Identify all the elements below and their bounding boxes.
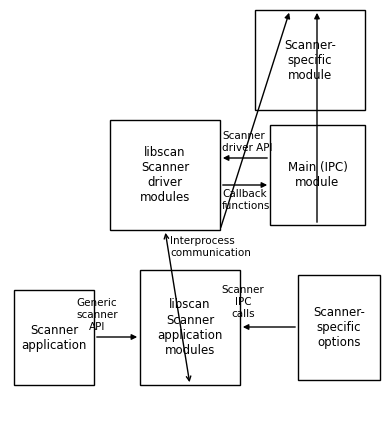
Bar <box>270 125 365 225</box>
Text: Scanner
IPC
calls: Scanner IPC calls <box>222 285 264 319</box>
Bar <box>255 10 365 110</box>
Text: Scanner-
specific
module: Scanner- specific module <box>284 39 336 82</box>
Text: Callback
functions: Callback functions <box>222 189 270 211</box>
Text: libscan
Scanner
driver
modules: libscan Scanner driver modules <box>140 146 190 204</box>
Text: Scanner-
specific
options: Scanner- specific options <box>313 306 365 349</box>
Text: Scanner
driver API: Scanner driver API <box>222 131 273 153</box>
Text: libscan
Scanner
application
modules: libscan Scanner application modules <box>157 299 223 357</box>
Text: Interprocess
communication: Interprocess communication <box>170 236 251 258</box>
Bar <box>298 275 380 380</box>
Bar <box>14 290 94 385</box>
Text: Main (IPC)
module: Main (IPC) module <box>287 161 348 189</box>
Text: Generic
scanner
API: Generic scanner API <box>76 299 118 332</box>
Bar <box>140 270 240 385</box>
Text: Scanner
application: Scanner application <box>22 323 87 351</box>
Bar <box>110 120 220 230</box>
